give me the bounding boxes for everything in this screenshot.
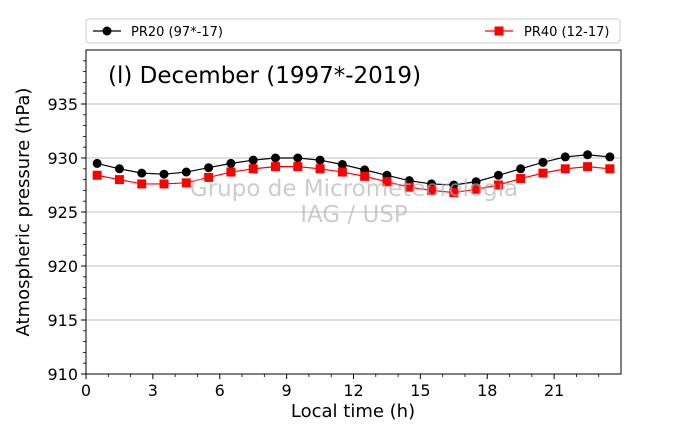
x-axis-label: Local time (h) bbox=[291, 401, 415, 420]
data-point bbox=[538, 157, 548, 167]
y-axis: 910 915 920 925 930 935 bbox=[47, 60, 86, 384]
grid-lines bbox=[86, 103, 621, 375]
legend-frame bbox=[85, 18, 621, 44]
data-point bbox=[471, 184, 481, 194]
chart-title: (l) December (1997*-2019) bbox=[108, 63, 421, 89]
data-point bbox=[248, 155, 258, 165]
legend-label-pr40: PR40 (12-17) bbox=[524, 25, 609, 40]
data-point bbox=[404, 182, 414, 192]
y-axis-label: Atmospheric pressure (hPa) bbox=[13, 88, 34, 337]
data-point bbox=[560, 164, 570, 174]
legend-entry-pr40: PR40 (12-17) bbox=[485, 25, 609, 40]
watermark-line-1: Grupo de Micrometeorologia bbox=[190, 176, 518, 202]
y-tick-label: 930 bbox=[47, 149, 78, 168]
data-point bbox=[337, 167, 347, 177]
watermark-line-2: IAG / USP bbox=[300, 202, 408, 228]
data-point bbox=[114, 175, 124, 185]
data-point bbox=[159, 179, 169, 189]
data-point bbox=[493, 170, 503, 180]
data-point bbox=[605, 164, 615, 174]
x-tick-label: 6 bbox=[215, 381, 225, 400]
data-point bbox=[248, 164, 258, 174]
data-point bbox=[226, 158, 236, 168]
data-point bbox=[583, 162, 593, 172]
x-tick-label: 12 bbox=[343, 381, 363, 400]
legend-entry-pr20: PR20 (97*-17) bbox=[93, 25, 223, 40]
data-point bbox=[382, 177, 392, 187]
legend-label-pr20: PR20 (97*-17) bbox=[131, 25, 223, 40]
legend: PR20 (97*-17) PR40 (12-17) bbox=[85, 18, 621, 44]
x-tick-label: 18 bbox=[477, 381, 497, 400]
data-point bbox=[204, 163, 214, 173]
x-tick-label: 3 bbox=[148, 381, 158, 400]
data-point bbox=[471, 177, 481, 187]
data-point bbox=[337, 159, 347, 169]
x-axis: 0 3 6 9 12 15 18 21 bbox=[81, 374, 600, 400]
data-point bbox=[92, 158, 102, 168]
data-point bbox=[204, 172, 214, 182]
x-tick-label: 0 bbox=[81, 381, 91, 400]
legend-marker-pr20 bbox=[102, 26, 112, 36]
data-point bbox=[181, 167, 191, 177]
data-point bbox=[516, 164, 526, 174]
data-point bbox=[293, 153, 303, 163]
data-point bbox=[315, 164, 325, 174]
x-tick-label: 9 bbox=[282, 381, 292, 400]
data-point bbox=[449, 180, 459, 190]
series-1 bbox=[92, 162, 615, 198]
data-point bbox=[538, 168, 548, 178]
data-point bbox=[583, 150, 593, 160]
data-point bbox=[516, 174, 526, 184]
data-point bbox=[449, 188, 459, 198]
legend-marker-pr40 bbox=[494, 26, 504, 36]
data-point bbox=[315, 155, 325, 165]
y-tick-label: 935 bbox=[47, 95, 78, 114]
y-tick-label: 925 bbox=[47, 203, 78, 222]
data-point bbox=[360, 171, 370, 181]
data-point bbox=[493, 180, 503, 190]
y-tick-label: 910 bbox=[47, 365, 78, 384]
data-point bbox=[114, 164, 124, 174]
data-point bbox=[270, 153, 280, 163]
series-layer bbox=[92, 150, 615, 198]
data-point bbox=[293, 162, 303, 172]
data-point bbox=[270, 162, 280, 172]
y-tick-label: 920 bbox=[47, 257, 78, 276]
data-point bbox=[137, 168, 147, 178]
watermark: Grupo de Micrometeorologia IAG / USP bbox=[190, 176, 518, 228]
x-tick-label: 15 bbox=[410, 381, 430, 400]
data-point bbox=[159, 169, 169, 179]
y-tick-label: 915 bbox=[47, 311, 78, 330]
data-point bbox=[226, 167, 236, 177]
data-point bbox=[427, 185, 437, 195]
x-tick-label: 21 bbox=[544, 381, 564, 400]
data-point bbox=[137, 179, 147, 189]
data-point bbox=[181, 178, 191, 188]
data-point bbox=[560, 152, 570, 162]
data-point bbox=[92, 170, 102, 180]
data-point bbox=[605, 152, 615, 162]
